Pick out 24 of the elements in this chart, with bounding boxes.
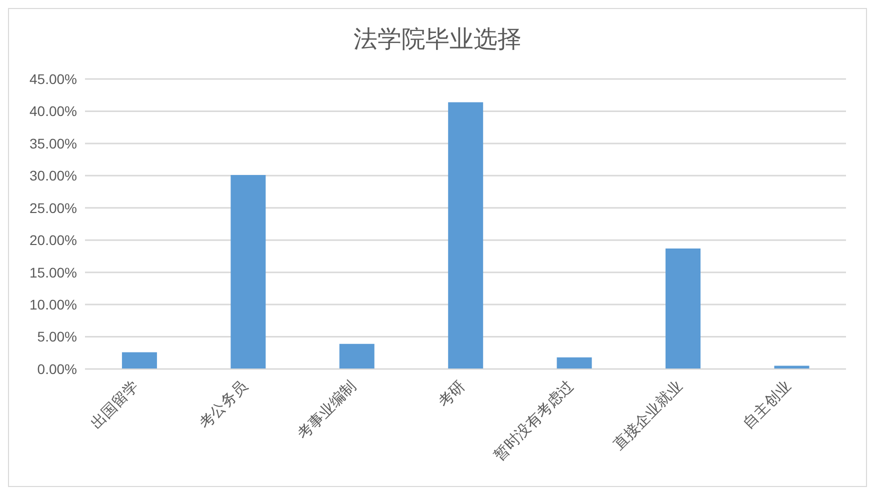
y-tick-label: 10.00%	[30, 296, 77, 313]
bar	[448, 102, 484, 369]
chart-title: 法学院毕业选择	[352, 25, 522, 55]
y-tick-label: 40.00%	[30, 103, 77, 120]
bar	[230, 175, 266, 369]
y-tick-label: 45.00%	[30, 70, 77, 87]
x-tick-label: 考事业编制	[294, 378, 360, 443]
x-tick-label: 暂时没有考虑过	[490, 378, 578, 464]
y-tick-label: 20.00%	[30, 232, 77, 248]
bar	[666, 248, 701, 369]
x-tick-label: 出国留学	[88, 378, 142, 432]
bar	[122, 352, 157, 369]
y-tick-label: 15.00%	[30, 264, 77, 280]
x-tick-label: 直接企业就业	[610, 378, 686, 454]
x-tick-label: 考公务员	[196, 378, 251, 432]
bar	[339, 344, 374, 369]
y-tick-label: 25.00%	[30, 200, 77, 216]
y-tick-label: 0.00%	[37, 360, 77, 377]
y-tick-label: 30.00%	[30, 168, 77, 184]
y-tick-label: 5.00%	[37, 328, 77, 345]
x-tick-label: 自主创业	[740, 378, 794, 432]
bar	[556, 357, 592, 369]
y-tick-label: 35.00%	[30, 135, 77, 152]
x-tick-label: 考研	[435, 378, 468, 412]
